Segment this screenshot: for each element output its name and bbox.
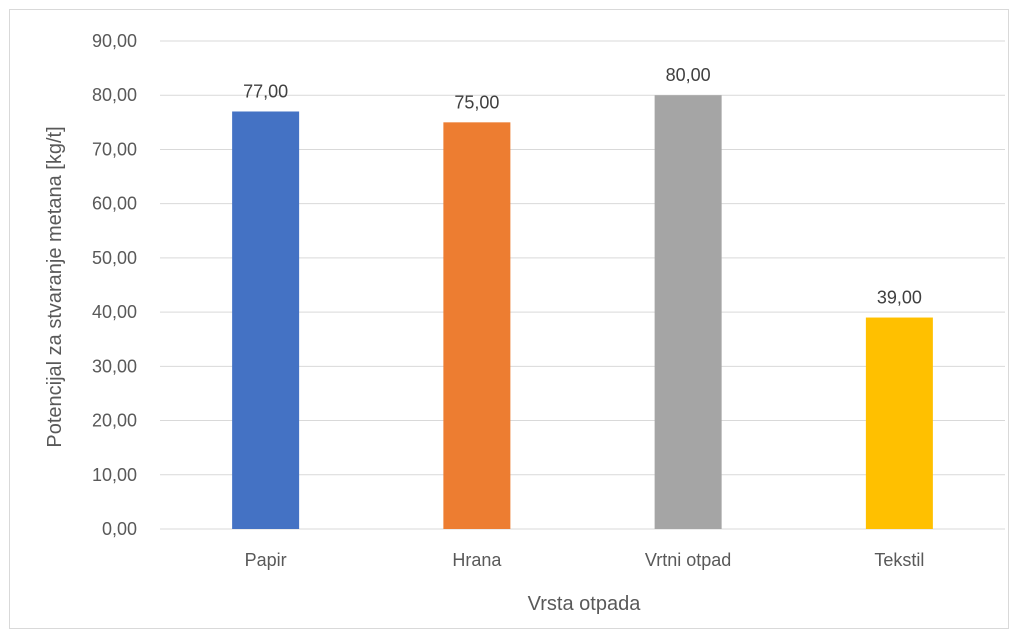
- x-tick-label: Tekstil: [874, 550, 924, 570]
- y-tick-label: 30,00: [92, 356, 137, 376]
- x-tick-label: Hrana: [452, 550, 502, 570]
- bar-hrana: [443, 122, 511, 529]
- x-tick-label: Papir: [245, 550, 287, 570]
- data-label: 80,00: [666, 65, 711, 85]
- data-label: 77,00: [243, 81, 288, 101]
- data-label: 75,00: [454, 92, 499, 112]
- x-axis-title: Vrsta otpada: [528, 593, 642, 615]
- bars: [232, 95, 933, 529]
- y-tick-label: 10,00: [92, 465, 137, 485]
- y-tick-label: 40,00: [92, 302, 137, 322]
- gridlines: [160, 40, 1005, 530]
- y-tick-label: 20,00: [92, 411, 137, 431]
- y-tick-labels: 0,00 10,00 20,00 30,00 40,00 50,00 60,00 70,00 8…: [92, 31, 137, 539]
- x-tick-labels: Papir Hrana Vrtni otpad Tekstil: [245, 550, 925, 570]
- y-tick-label: 50,00: [92, 248, 137, 268]
- bar-papir: [232, 111, 300, 529]
- y-tick-label: 70,00: [92, 139, 137, 159]
- y-tick-label: 0,00: [102, 519, 137, 539]
- y-axis-title: Potencijal za stvaranje metana [kg/t]: [44, 126, 66, 447]
- y-tick-label: 90,00: [92, 31, 137, 51]
- data-label: 39,00: [877, 288, 922, 308]
- data-labels: 77,00 75,00 80,00 39,00: [243, 65, 922, 307]
- bar-tekstil: [865, 317, 933, 529]
- y-tick-label: 60,00: [92, 194, 137, 214]
- bar-vrtni-otpad: [654, 95, 722, 529]
- y-tick-label: 80,00: [92, 85, 137, 105]
- x-tick-label: Vrtni otpad: [645, 550, 731, 570]
